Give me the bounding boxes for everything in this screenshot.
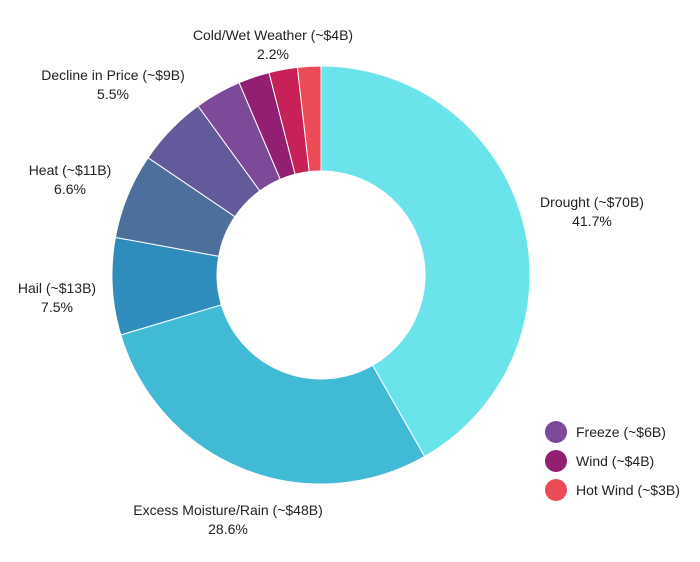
- slice-excess-moisture-rain: [120, 304, 426, 485]
- slice-percent-cold-wet-weather: 2.2%: [257, 46, 289, 62]
- slice-label-heat: Heat (~$11B): [29, 162, 112, 178]
- slice-label-cold-wet-weather: Cold/Wet Weather (~$4B): [193, 27, 353, 43]
- donut-slices: [111, 65, 531, 485]
- slice-percent-hail: 7.5%: [41, 299, 73, 315]
- slice-label-excess-moisture-rain: Excess Moisture/Rain (~$48B): [133, 502, 322, 518]
- slice-percent-heat: 6.6%: [54, 181, 86, 197]
- legend-label-freeze: Freeze (~$6B): [576, 424, 666, 440]
- slice-percent-decline-in-price: 5.5%: [97, 86, 129, 102]
- legend-swatch-freeze: [545, 421, 567, 443]
- slice-label-drought: Drought (~$70B): [540, 194, 644, 210]
- legend: Freeze (~$6B) Wind (~$4B) Hot Wind (~$3B): [545, 421, 680, 501]
- legend-label-hot-wind: Hot Wind (~$3B): [576, 482, 680, 498]
- legend-swatch-hot-wind: [545, 479, 567, 501]
- slice-label-hail: Hail (~$13B): [18, 280, 96, 296]
- slice-percent-drought: 41.7%: [572, 213, 612, 229]
- slice-label-decline-in-price: Decline in Price (~$9B): [41, 67, 185, 83]
- slice-drought: [320, 65, 531, 458]
- legend-swatch-wind: [545, 450, 567, 472]
- legend-label-wind: Wind (~$4B): [576, 453, 654, 469]
- slice-hot-wind: [296, 65, 322, 173]
- slice-percent-excess-moisture-rain: 28.6%: [208, 521, 248, 537]
- slice-labels: Drought (~$70B) 41.7% Excess Moisture/Rain…: [18, 27, 644, 537]
